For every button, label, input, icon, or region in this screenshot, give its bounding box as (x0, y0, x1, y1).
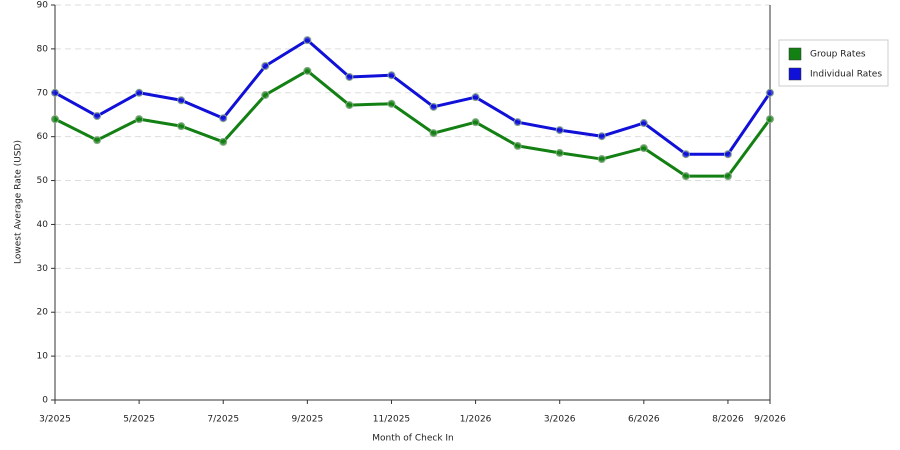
data-point (429, 102, 438, 111)
data-point (555, 126, 564, 135)
data-point (597, 132, 606, 141)
y-tick-label: 40 (37, 220, 49, 230)
x-axis-label: Month of Check In (372, 434, 454, 444)
data-point (555, 148, 564, 157)
data-point (387, 99, 396, 108)
data-point (303, 66, 312, 75)
x-tick-label: 6/2026 (628, 415, 660, 425)
x-tick-label: 9/2025 (292, 415, 324, 425)
legend-label: Individual Rates (810, 70, 882, 80)
x-tick-label: 9/2026 (754, 415, 786, 425)
series-line (54, 38, 772, 156)
data-point (429, 129, 438, 138)
y-tick-label: 70 (37, 88, 49, 98)
data-point (639, 144, 648, 153)
y-tick-label: 50 (37, 176, 49, 186)
data-point (766, 88, 774, 97)
data-point (51, 115, 59, 124)
data-point (135, 115, 144, 124)
data-point (387, 71, 396, 80)
y-tick-label: 20 (37, 308, 49, 318)
legend-swatch (788, 47, 802, 61)
series-line (54, 69, 772, 178)
x-tick-label: 5/2025 (123, 415, 155, 425)
y-tick-label: 60 (37, 132, 49, 142)
y-tick-label: 0 (42, 396, 48, 406)
data-point (345, 72, 354, 81)
data-point (723, 172, 732, 181)
data-point (681, 150, 690, 159)
data-point (177, 122, 186, 131)
data-point (93, 112, 102, 121)
x-tick-label: 3/2026 (544, 415, 576, 425)
x-tick-label: 11/2025 (373, 415, 410, 425)
y-tick-label: 90 (37, 1, 49, 11)
data-point (345, 101, 354, 110)
data-point (766, 115, 774, 124)
data-point (135, 88, 144, 97)
data-point (513, 118, 522, 127)
x-tick-label: 3/2025 (39, 415, 71, 425)
data-point (639, 119, 648, 128)
y-axis-label: Lowest Average Rate (USD) (14, 140, 24, 264)
data-point (261, 90, 270, 99)
legend-swatch (788, 67, 802, 81)
data-point (723, 150, 732, 159)
data-point (597, 155, 606, 164)
y-tick-label: 80 (37, 44, 49, 54)
data-point (513, 141, 522, 150)
data-point (303, 36, 312, 45)
data-point (261, 62, 270, 71)
x-tick-label: 8/2026 (712, 415, 744, 425)
data-point (219, 137, 228, 146)
y-tick-label: 10 (37, 352, 49, 362)
x-tick-label: 1/2026 (460, 415, 492, 425)
data-point (219, 114, 228, 123)
data-point (93, 136, 102, 145)
data-point (177, 96, 186, 105)
data-point (51, 88, 59, 97)
legend-label: Group Rates (810, 50, 866, 60)
data-point (471, 118, 480, 127)
data-point (681, 172, 690, 181)
y-tick-label: 30 (37, 264, 49, 274)
data-point (471, 93, 480, 102)
x-tick-label: 7/2025 (207, 415, 239, 425)
